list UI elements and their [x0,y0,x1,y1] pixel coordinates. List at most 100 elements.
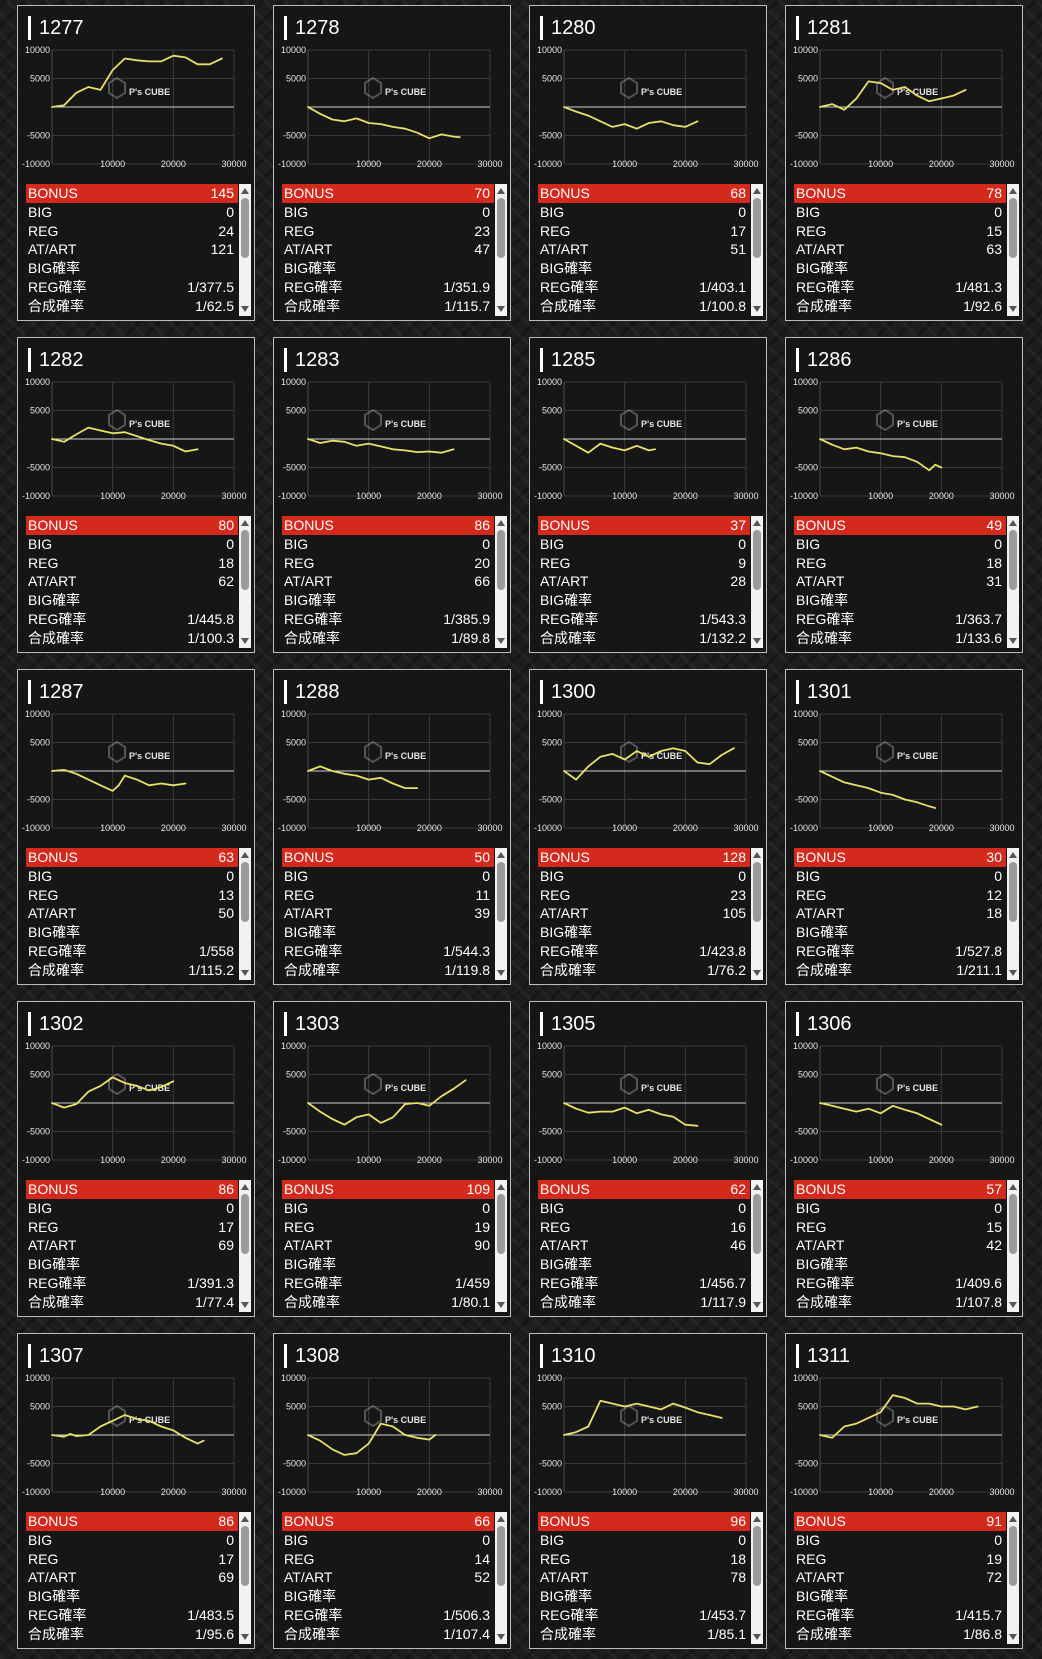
scroll-up-arrow-icon[interactable] [497,1184,505,1190]
scroll-up-arrow-icon[interactable] [1009,188,1017,194]
machine-card-1278[interactable]: 1278 P's CUBE 10000 5000 -5000 -10000 10000 2… [273,5,511,321]
scroll-up-arrow-icon[interactable] [241,1516,249,1522]
scroll-up-arrow-icon[interactable] [241,188,249,194]
scroll-down-arrow-icon[interactable] [241,306,249,312]
stats-scrollbar[interactable] [751,848,763,980]
stats-scrollbar[interactable] [1007,184,1019,316]
scroll-down-arrow-icon[interactable] [753,1302,761,1308]
stats-scrollbar[interactable] [1007,1180,1019,1312]
scroll-down-arrow-icon[interactable] [497,306,505,312]
stats-scrollbar[interactable] [1007,848,1019,980]
scroll-down-arrow-icon[interactable] [241,1302,249,1308]
machine-card-1308[interactable]: 1308 P's CUBE 10000 5000 -5000 -10000 10000 2… [273,1333,511,1649]
machine-card-1311[interactable]: 1311 P's CUBE 10000 5000 -5000 -10000 10000 2… [785,1333,1023,1649]
scroll-up-arrow-icon[interactable] [753,1516,761,1522]
scroll-thumb[interactable] [497,862,505,922]
scroll-thumb[interactable] [753,862,761,922]
machine-card-1307[interactable]: 1307 P's CUBE 10000 5000 -5000 -10000 10000 2… [17,1333,255,1649]
stats-scrollbar[interactable] [751,184,763,316]
stats-scrollbar[interactable] [239,184,251,316]
scroll-up-arrow-icon[interactable] [497,852,505,858]
stats-scrollbar[interactable] [495,848,507,980]
scroll-up-arrow-icon[interactable] [753,520,761,526]
machine-card-1286[interactable]: 1286 P's CUBE 10000 5000 -5000 -10000 10000 2… [785,337,1023,653]
scroll-up-arrow-icon[interactable] [497,1516,505,1522]
stats-scrollbar[interactable] [751,1180,763,1312]
stats-scrollbar[interactable] [751,1512,763,1644]
stats-scrollbar[interactable] [495,1180,507,1312]
scroll-thumb[interactable] [1009,1194,1017,1254]
scroll-up-arrow-icon[interactable] [241,852,249,858]
stats-scrollbar[interactable] [239,1512,251,1644]
stats-scrollbar[interactable] [495,1512,507,1644]
machine-card-1283[interactable]: 1283 P's CUBE 10000 5000 -5000 -10000 10000 2… [273,337,511,653]
machine-card-1281[interactable]: 1281 P's CUBE 10000 5000 -5000 -10000 10000 2… [785,5,1023,321]
stats-scrollbar[interactable] [1007,516,1019,648]
scroll-down-arrow-icon[interactable] [497,1302,505,1308]
scroll-up-arrow-icon[interactable] [497,520,505,526]
scroll-up-arrow-icon[interactable] [241,1184,249,1190]
scroll-thumb[interactable] [241,862,249,922]
scroll-down-arrow-icon[interactable] [753,1634,761,1640]
scroll-up-arrow-icon[interactable] [241,520,249,526]
scroll-thumb[interactable] [497,1526,505,1586]
scroll-down-arrow-icon[interactable] [1009,1302,1017,1308]
scroll-thumb[interactable] [497,530,505,590]
machine-card-1306[interactable]: 1306 P's CUBE 10000 5000 -5000 -10000 10000 2… [785,1001,1023,1317]
stats-scrollbar[interactable] [239,516,251,648]
stats-scrollbar[interactable] [239,848,251,980]
scroll-up-arrow-icon[interactable] [1009,520,1017,526]
scroll-thumb[interactable] [497,1194,505,1254]
scroll-up-arrow-icon[interactable] [1009,852,1017,858]
scroll-up-arrow-icon[interactable] [753,852,761,858]
scroll-thumb[interactable] [753,1526,761,1586]
machine-card-1300[interactable]: 1300 P's CUBE 10000 5000 -5000 -10000 10000 2… [529,669,767,985]
scroll-thumb[interactable] [1009,1526,1017,1586]
stats-scrollbar[interactable] [1007,1512,1019,1644]
scroll-down-arrow-icon[interactable] [1009,638,1017,644]
scroll-thumb[interactable] [1009,530,1017,590]
scroll-down-arrow-icon[interactable] [241,638,249,644]
stats-scrollbar[interactable] [751,516,763,648]
stats-scrollbar[interactable] [495,516,507,648]
scroll-thumb[interactable] [1009,862,1017,922]
machine-card-1288[interactable]: 1288 P's CUBE 10000 5000 -5000 -10000 10000 2… [273,669,511,985]
scroll-thumb[interactable] [753,530,761,590]
machine-card-1301[interactable]: 1301 P's CUBE 10000 5000 -5000 -10000 10000 2… [785,669,1023,985]
scroll-thumb[interactable] [241,1194,249,1254]
machine-card-1280[interactable]: 1280 P's CUBE 10000 5000 -5000 -10000 10000 2… [529,5,767,321]
scroll-thumb[interactable] [241,1526,249,1586]
scroll-thumb[interactable] [753,1194,761,1254]
scroll-down-arrow-icon[interactable] [1009,306,1017,312]
machine-card-1287[interactable]: 1287 P's CUBE 10000 5000 -5000 -10000 10000 2… [17,669,255,985]
scroll-thumb[interactable] [241,198,249,258]
scroll-down-arrow-icon[interactable] [241,1634,249,1640]
scroll-up-arrow-icon[interactable] [1009,1184,1017,1190]
scroll-up-arrow-icon[interactable] [753,1184,761,1190]
scroll-down-arrow-icon[interactable] [241,970,249,976]
stats-scrollbar[interactable] [239,1180,251,1312]
scroll-down-arrow-icon[interactable] [753,638,761,644]
scroll-down-arrow-icon[interactable] [497,638,505,644]
machine-card-1305[interactable]: 1305 P's CUBE 10000 5000 -5000 -10000 10000 2… [529,1001,767,1317]
scroll-thumb[interactable] [497,198,505,258]
machine-card-1282[interactable]: 1282 P's CUBE 10000 5000 -5000 -10000 10000 2… [17,337,255,653]
stats-scrollbar[interactable] [495,184,507,316]
machine-card-1302[interactable]: 1302 P's CUBE 10000 5000 -5000 -10000 10000 2… [17,1001,255,1317]
scroll-down-arrow-icon[interactable] [1009,1634,1017,1640]
scroll-up-arrow-icon[interactable] [753,188,761,194]
scroll-down-arrow-icon[interactable] [1009,970,1017,976]
scroll-thumb[interactable] [241,530,249,590]
machine-card-1303[interactable]: 1303 P's CUBE 10000 5000 -5000 -10000 10000 2… [273,1001,511,1317]
scroll-up-arrow-icon[interactable] [1009,1516,1017,1522]
scroll-thumb[interactable] [1009,198,1017,258]
scroll-up-arrow-icon[interactable] [497,188,505,194]
scroll-down-arrow-icon[interactable] [497,1634,505,1640]
scroll-down-arrow-icon[interactable] [753,970,761,976]
scroll-down-arrow-icon[interactable] [497,970,505,976]
machine-card-1310[interactable]: 1310 P's CUBE 10000 5000 -5000 -10000 10000 2… [529,1333,767,1649]
machine-card-1285[interactable]: 1285 P's CUBE 10000 5000 -5000 -10000 10000 2… [529,337,767,653]
scroll-down-arrow-icon[interactable] [753,306,761,312]
machine-card-1277[interactable]: 1277 P's CUBE 10000 5000 -5000 -10000 10000 2… [17,5,255,321]
scroll-thumb[interactable] [753,198,761,258]
